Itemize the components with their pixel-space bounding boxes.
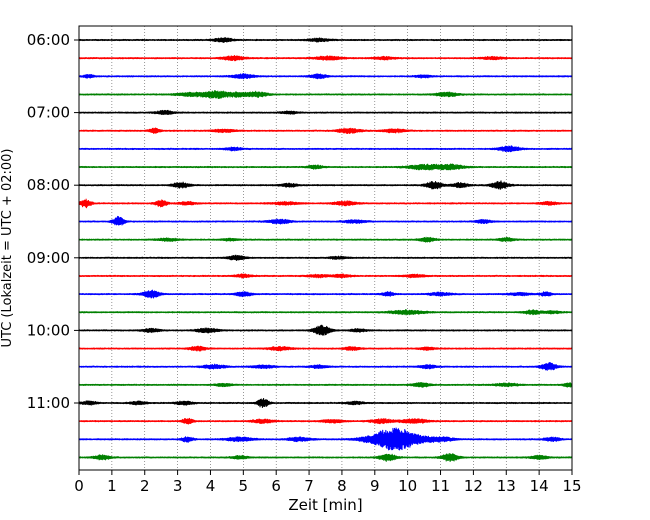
trace-15 <box>78 309 573 316</box>
trace-22 <box>78 427 573 451</box>
y-axis-ticks: 06:00 07:00 08:00 09:00 10:00 11:00 <box>27 31 79 412</box>
y-tick-label: 11:00 <box>27 394 70 412</box>
trace-17 <box>78 345 573 352</box>
y-tick-label: 10:00 <box>27 321 70 339</box>
x-tick-label: 15 <box>562 477 581 495</box>
trace-10 <box>78 215 573 226</box>
trace-14 <box>78 289 573 299</box>
trace-0 <box>78 37 573 44</box>
trace-18 <box>78 362 573 371</box>
trace-3 <box>78 90 573 100</box>
x-tick-label: 0 <box>74 477 84 495</box>
x-tick-label: 14 <box>530 477 549 495</box>
trace-23 <box>78 452 573 462</box>
x-tick-label: 4 <box>206 477 216 495</box>
x-axis-label: Zeit [min] <box>288 496 362 514</box>
x-tick-label: 13 <box>497 477 516 495</box>
y-tick-label: 06:00 <box>27 31 70 49</box>
x-tick-label: 12 <box>464 477 483 495</box>
x-tick-label: 5 <box>239 477 249 495</box>
plot-frame <box>78 25 573 471</box>
trace-21 <box>78 417 573 425</box>
trace-6 <box>78 145 573 153</box>
x-tick-label: 8 <box>337 477 347 495</box>
x-tick-label: 10 <box>398 477 417 495</box>
trace-5 <box>78 127 573 135</box>
x-tick-label: 9 <box>370 477 380 495</box>
x-tick-label: 6 <box>271 477 281 495</box>
trace-11 <box>78 236 573 243</box>
seismogram-traces <box>78 37 573 462</box>
x-tick-label: 1 <box>107 477 117 495</box>
trace-8 <box>78 180 573 190</box>
x-tick-label: 11 <box>431 477 450 495</box>
x-tick-label: 3 <box>173 477 183 495</box>
x-tick-label: 2 <box>140 477 150 495</box>
y-axis-label: UTC (Lokalzeit = UTC + 02:00) <box>0 149 15 348</box>
trace-9 <box>78 198 573 209</box>
trace-2 <box>78 73 573 80</box>
trace-4 <box>78 109 573 116</box>
trace-7 <box>78 163 573 171</box>
y-tick-label: 07:00 <box>27 104 70 122</box>
y-tick-label: 08:00 <box>27 176 70 194</box>
trace-20 <box>78 398 573 409</box>
trace-16 <box>78 324 573 336</box>
x-axis-ticks: 0 1 2 3 4 5 6 7 8 9 10 11 12 13 14 15 <box>74 470 582 495</box>
trace-13 <box>78 273 573 279</box>
trace-12 <box>78 254 573 261</box>
trace-19 <box>78 382 573 388</box>
x-tick-label: 7 <box>304 477 314 495</box>
y-tick-label: 09:00 <box>27 249 70 267</box>
trace-1 <box>78 55 573 62</box>
